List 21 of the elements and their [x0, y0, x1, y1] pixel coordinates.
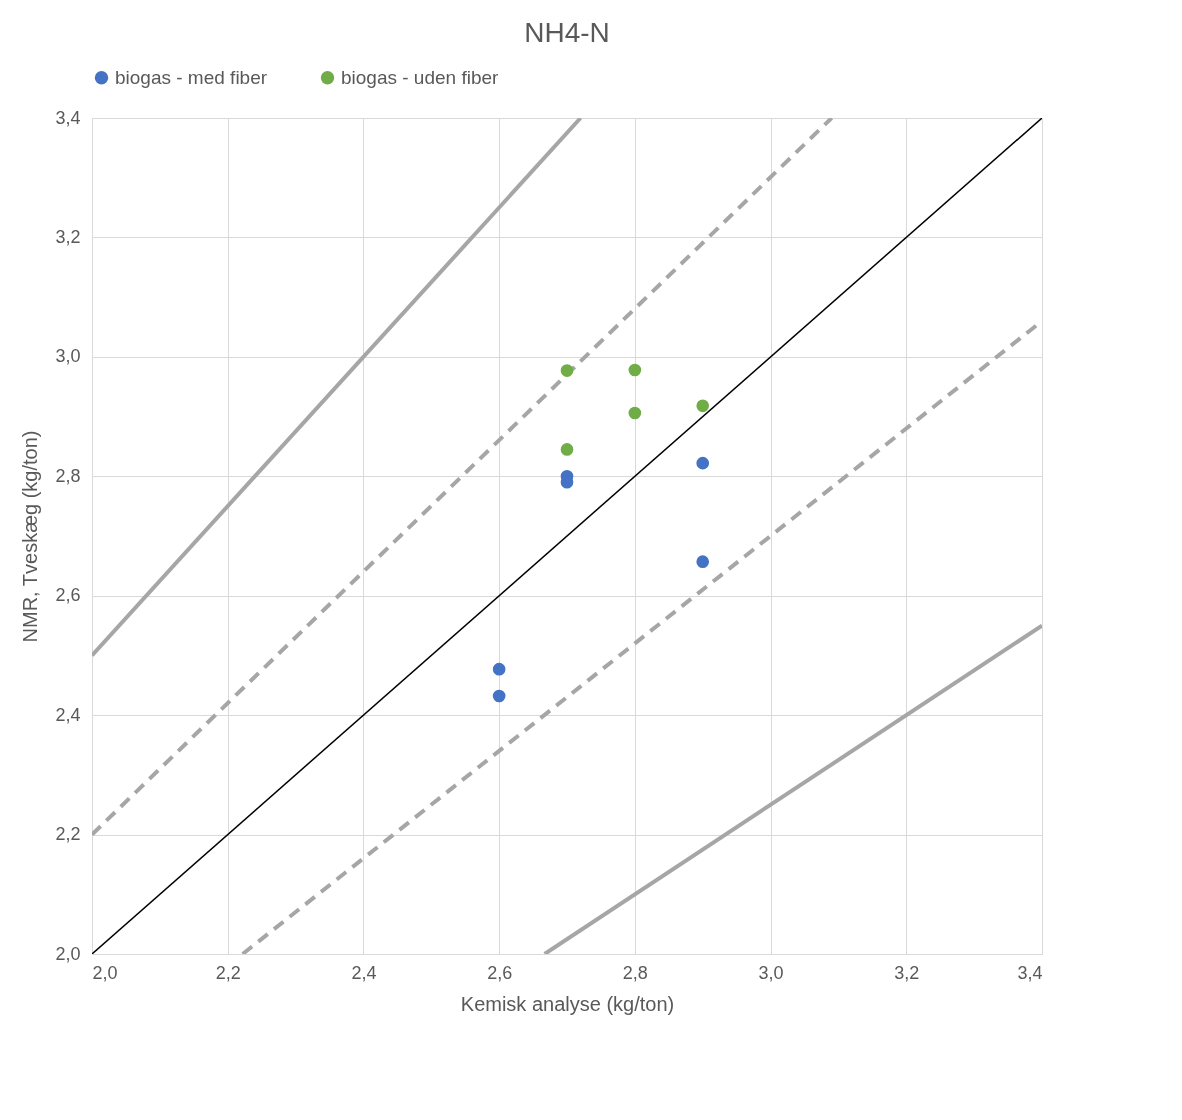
x-tick-label: 2,6 [487, 962, 513, 983]
y-tick-label: 2,4 [55, 704, 81, 725]
y-axis-title: NMR, Tveskæg (kg/ton) [19, 430, 42, 643]
x-tick-label: 2,2 [215, 962, 241, 983]
x-tick-label: 2,0 [92, 962, 118, 983]
x-tick-label: 3,4 [1017, 962, 1043, 983]
chart-title: NH4-N [524, 17, 610, 48]
legend-label: biogas - uden fiber [341, 66, 500, 88]
y-tick-label: 2,0 [55, 943, 81, 964]
y-tick-label: 3,2 [55, 226, 81, 247]
y-tick-label: 2,8 [55, 465, 81, 486]
y-tick-label: 2,2 [55, 824, 81, 845]
x-tick-label: 2,8 [622, 962, 648, 983]
x-tick-label: 2,4 [351, 962, 377, 983]
x-tick-label: 3,0 [758, 962, 784, 983]
y-tick-label: 3,0 [55, 346, 81, 367]
x-tick-label: 3,2 [894, 962, 920, 983]
y-tick-label: 2,6 [55, 585, 81, 606]
x-axis-title: Kemisk analyse (kg/ton) [460, 992, 675, 1015]
legend-label: biogas - med fiber [115, 66, 268, 88]
y-tick-label: 3,4 [55, 107, 81, 128]
